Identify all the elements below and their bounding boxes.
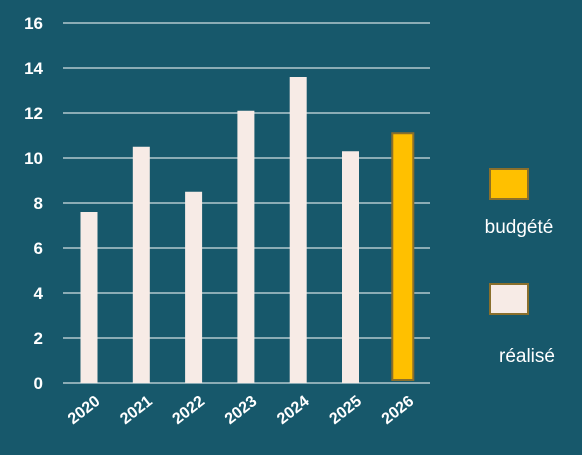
y-tick-label: 16 <box>24 14 43 33</box>
x-tick-label: 2022 <box>170 393 209 428</box>
legend-label-realise: réalisé <box>499 346 555 367</box>
x-tick-label: 2023 <box>222 393 261 428</box>
legend-swatch-realise <box>489 283 529 315</box>
x-tick-label: 2026 <box>379 393 418 428</box>
y-tick-label: 8 <box>34 194 43 213</box>
bar-realise <box>132 146 150 383</box>
legend-swatch-budgete <box>489 168 529 200</box>
y-tick-label: 0 <box>34 374 43 393</box>
bars <box>80 77 415 383</box>
bar-realise <box>342 151 359 383</box>
x-tick-label: 2020 <box>65 393 104 428</box>
bar-realise <box>185 191 203 383</box>
y-tick-label: 6 <box>34 239 43 258</box>
y-tick-label: 4 <box>34 284 44 303</box>
y-tick-label: 10 <box>24 149 43 168</box>
x-tick-label: 2024 <box>274 393 313 428</box>
y-tick-label: 14 <box>24 59 43 78</box>
bar-budgete <box>391 132 415 381</box>
bar-realise <box>289 77 307 383</box>
bar-realise <box>80 212 98 383</box>
legend-label-budgete: budgété <box>485 217 554 238</box>
x-tick-label: 2025 <box>326 393 365 428</box>
x-axis-ticks: 2020 2021 2022 2023 2024 2025 2026 <box>65 393 417 428</box>
y-axis-ticks: 0 2 4 6 8 10 12 14 16 <box>24 14 43 393</box>
y-tick-label: 12 <box>24 104 43 123</box>
legend: budgété réalisé <box>485 168 555 367</box>
bar-realise <box>237 110 255 383</box>
x-tick-label: 2021 <box>117 393 156 428</box>
y-tick-label: 2 <box>34 329 43 348</box>
